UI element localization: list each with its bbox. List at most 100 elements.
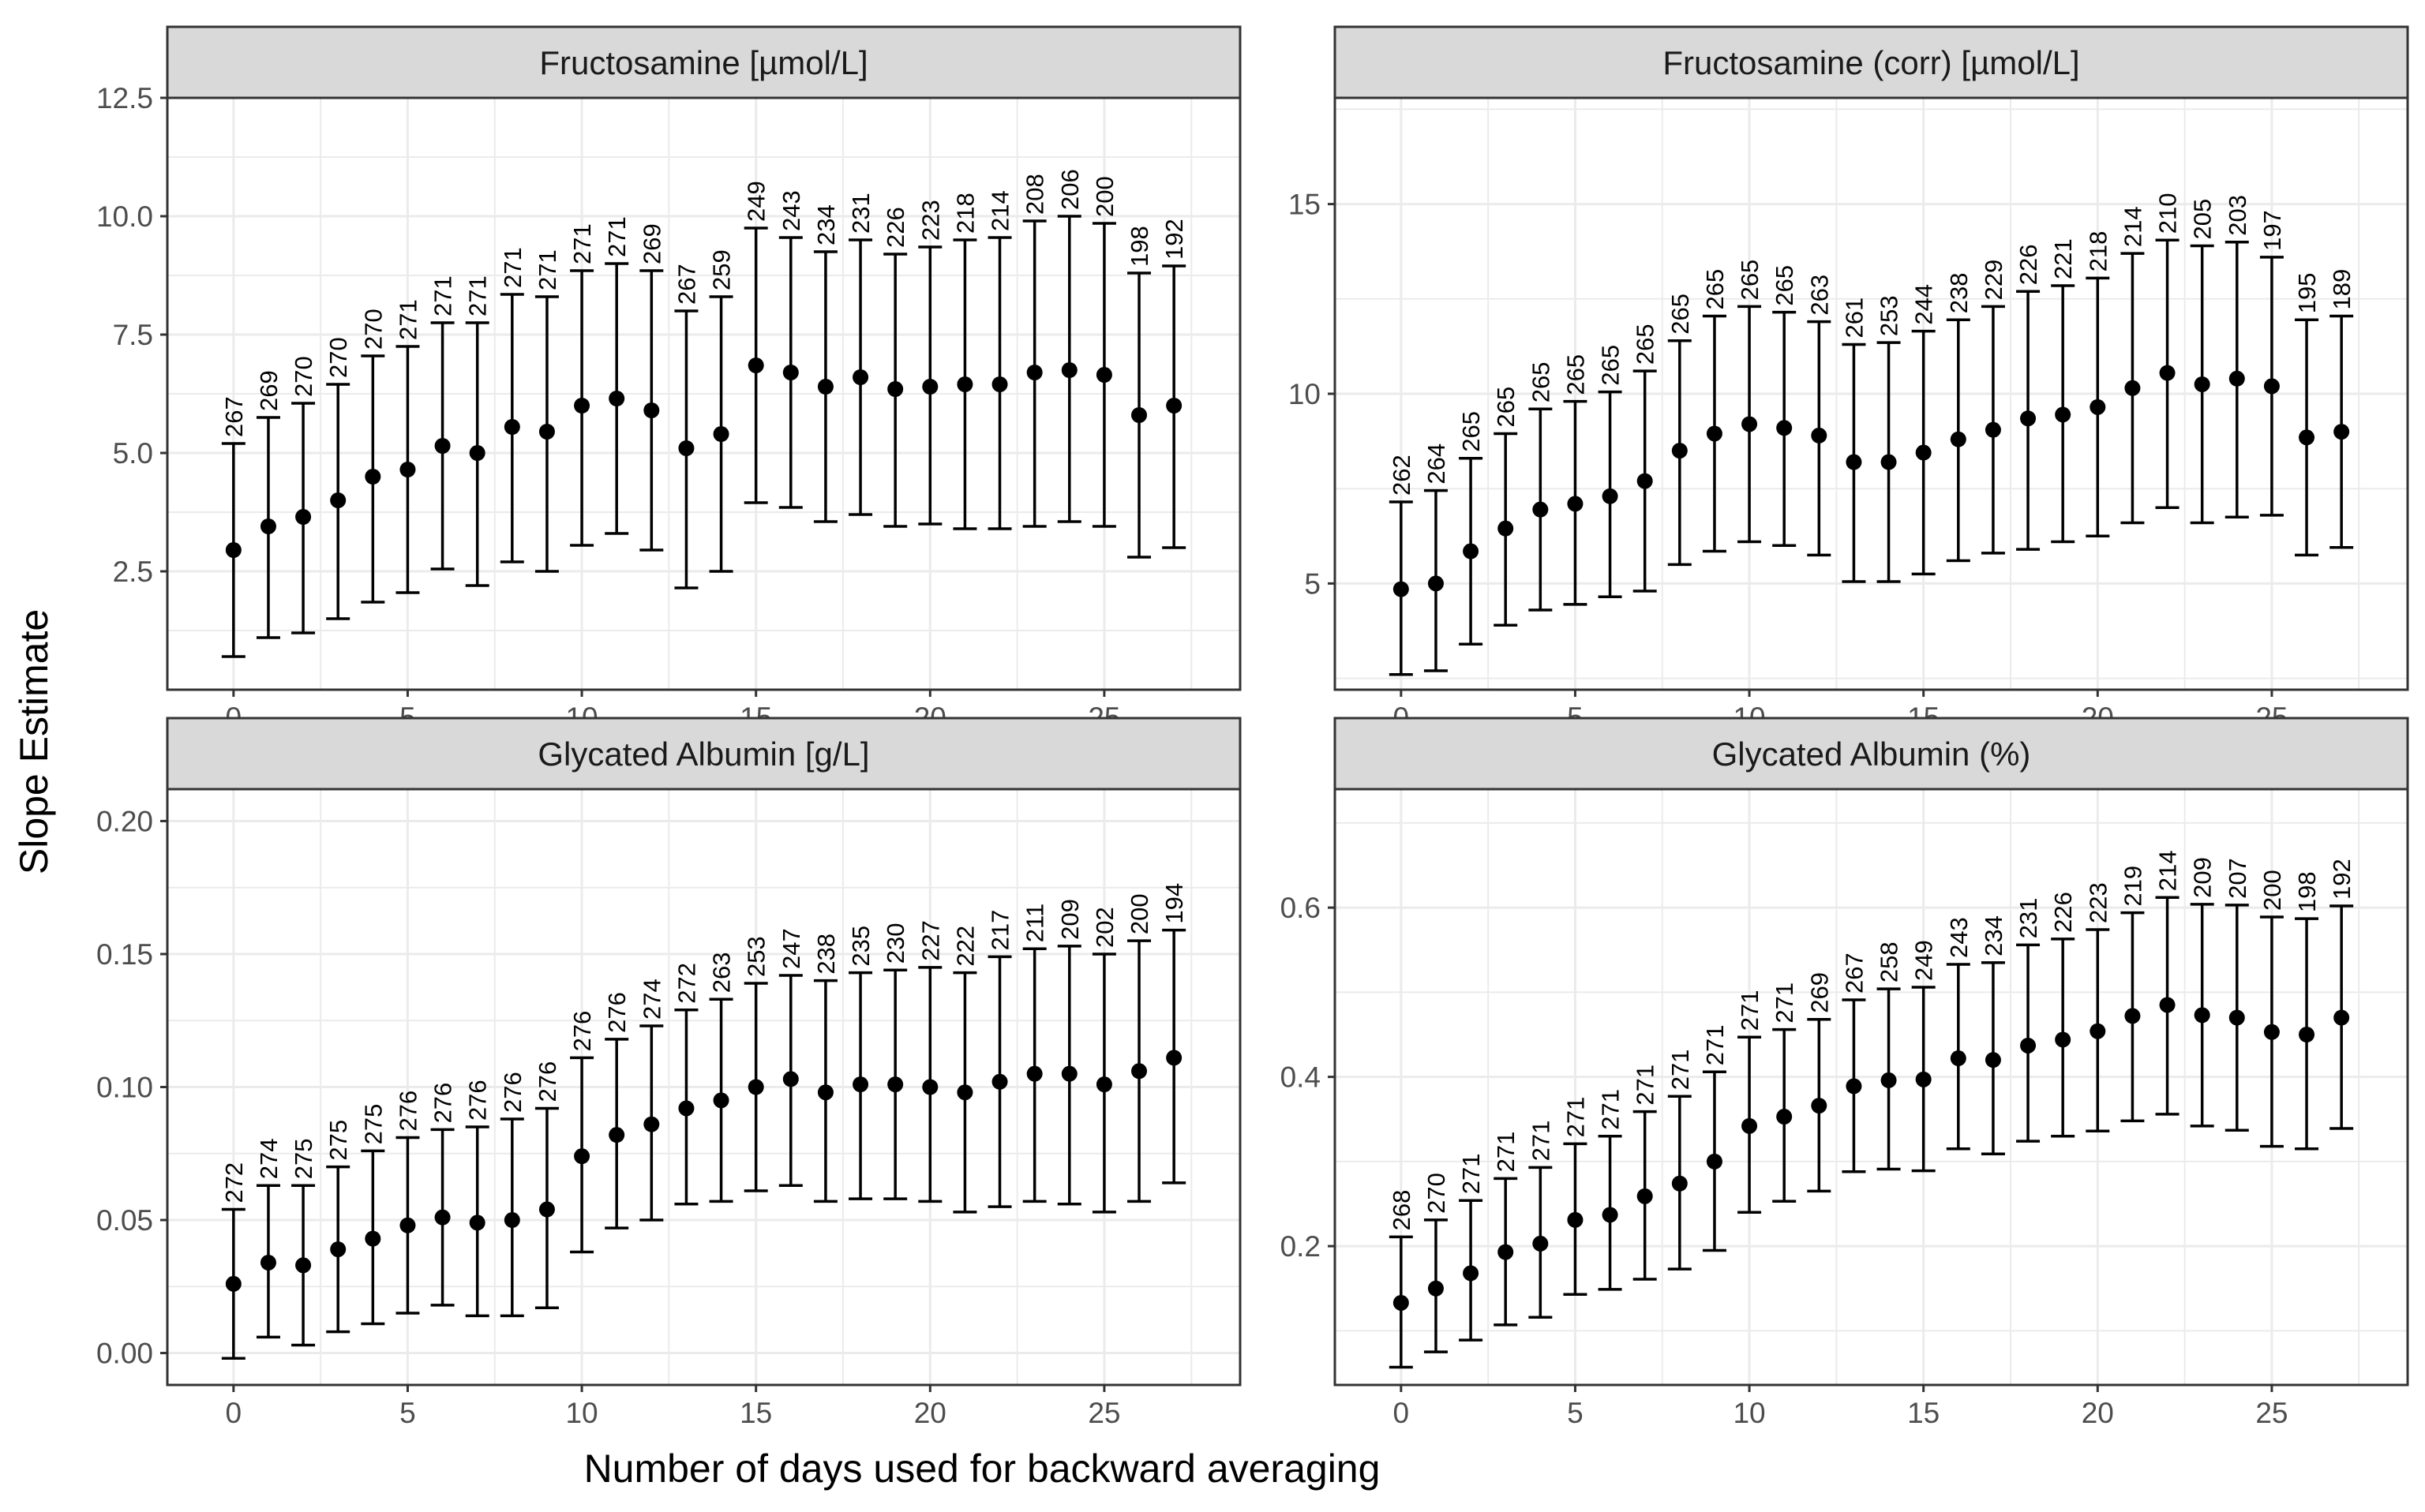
point-estimate bbox=[2090, 399, 2106, 415]
point-estimate bbox=[853, 369, 869, 385]
sample-size-label: 249 bbox=[1910, 940, 1938, 981]
sample-size-label: 198 bbox=[1126, 226, 1153, 267]
error-bar-fructosamine-day-12: 269 bbox=[638, 223, 665, 552]
sample-size-label: 261 bbox=[1840, 298, 1868, 339]
panel-border-fructosamine bbox=[166, 96, 1242, 691]
point-estimate bbox=[1985, 1052, 2001, 1069]
sample-size-label: 265 bbox=[1632, 324, 1659, 365]
error-bar-fructosamine-corr-day-20: 218 bbox=[2084, 231, 2112, 538]
point-estimate bbox=[1166, 398, 1183, 414]
error-bar-fructosamine-day-11: 271 bbox=[603, 216, 631, 535]
error-bar-fructosamine-corr-day-1: 264 bbox=[1422, 443, 1450, 672]
point-estimate bbox=[2090, 1023, 2106, 1039]
sample-size-label: 276 bbox=[464, 1080, 492, 1121]
sample-size-label: 197 bbox=[2258, 210, 2286, 251]
x-tick-label: 0 bbox=[226, 1397, 242, 1429]
error-bar-glycated-albumin-gl-day-4: 275 bbox=[359, 1104, 387, 1326]
error-bar-fructosamine-corr-day-13: 261 bbox=[1840, 298, 1868, 583]
point-estimate bbox=[1671, 1175, 1688, 1192]
strip-glycated-albumin-pct bbox=[1333, 717, 2409, 791]
error-bar-glycated-albumin-gl-day-26: 200 bbox=[1126, 893, 1153, 1203]
error-bar-fructosamine-corr-day-6: 265 bbox=[1597, 345, 1625, 598]
x-tick-label: 15 bbox=[1907, 1397, 1940, 1429]
sample-size-label: 203 bbox=[2224, 195, 2251, 236]
point-estimate bbox=[2124, 1008, 2141, 1024]
y-tick-label: 0.00 bbox=[96, 1338, 153, 1370]
point-estimate bbox=[2020, 1037, 2037, 1054]
error-bar-glycated-albumin-gl-day-17: 238 bbox=[812, 934, 840, 1203]
point-estimate bbox=[643, 402, 660, 418]
sample-size-label: 274 bbox=[255, 1138, 283, 1179]
point-estimate bbox=[225, 542, 242, 558]
error-bar-glycated-albumin-pct-day-22: 214 bbox=[2154, 851, 2182, 1116]
sample-size-label: 234 bbox=[1980, 915, 2007, 956]
sample-size-label: 269 bbox=[638, 223, 665, 264]
point-estimate bbox=[1096, 367, 1112, 383]
point-estimate bbox=[887, 1076, 904, 1093]
sample-size-label: 235 bbox=[847, 926, 875, 967]
sample-size-label: 202 bbox=[1091, 907, 1119, 948]
y-tick-label: 12.5 bbox=[96, 82, 153, 114]
error-bar-fructosamine-corr-day-3: 265 bbox=[1492, 387, 1520, 627]
point-estimate bbox=[748, 1079, 764, 1095]
sample-size-label: 192 bbox=[1160, 219, 1188, 260]
point-estimate bbox=[1427, 1280, 1444, 1297]
point-estimate bbox=[574, 398, 590, 414]
point-estimate bbox=[1811, 427, 1827, 443]
point-estimate bbox=[1950, 1050, 1966, 1067]
error-bar-fructosamine-day-3: 270 bbox=[324, 337, 352, 620]
point-estimate bbox=[1392, 1294, 1409, 1311]
x-tick-label: 10 bbox=[565, 1397, 598, 1429]
strip-glycated-albumin-gl bbox=[166, 717, 1242, 791]
error-bar-fructosamine-day-13: 267 bbox=[673, 264, 700, 589]
point-estimate bbox=[295, 509, 312, 525]
y-tick-label: 0.15 bbox=[96, 938, 153, 971]
point-estimate bbox=[678, 440, 695, 456]
x-axis-title: Number of days used for backward averagi… bbox=[584, 1447, 1381, 1491]
y-tick-label: 0.2 bbox=[1280, 1230, 1321, 1263]
sample-size-label: 243 bbox=[778, 190, 805, 231]
error-bar-glycated-albumin-gl-day-22: 217 bbox=[987, 910, 1014, 1208]
x-tick-label: 5 bbox=[1567, 1397, 1584, 1429]
sample-size-label: 195 bbox=[2293, 273, 2321, 314]
sample-size-label: 205 bbox=[2189, 199, 2217, 240]
strip-fructosamine bbox=[166, 25, 1242, 99]
x-tick-label: 10 bbox=[1733, 1397, 1765, 1429]
sample-size-label: 275 bbox=[290, 1138, 317, 1179]
error-bar-fructosamine-day-19: 226 bbox=[882, 207, 909, 528]
sample-size-label: 265 bbox=[1597, 345, 1625, 386]
point-estimate bbox=[1427, 575, 1444, 592]
point-estimate bbox=[538, 424, 555, 440]
y-tick-label: 0.05 bbox=[96, 1204, 153, 1237]
panel-fructosamine-corr: Fructosamine (corr) [µmol/L]262 264265265… bbox=[1288, 25, 2409, 734]
strip-title-fructosamine-corr: Fructosamine (corr) [µmol/L] bbox=[1662, 44, 2079, 81]
point-estimate bbox=[2124, 380, 2141, 396]
error-bar-fructosamine-day-27: 192 bbox=[1160, 219, 1188, 549]
point-estimate bbox=[1880, 454, 1897, 470]
error-bar-glycated-albumin-pct-day-23: 209 bbox=[2189, 857, 2217, 1128]
sample-size-label: 223 bbox=[2084, 882, 2112, 923]
point-estimate bbox=[853, 1076, 869, 1093]
error-bar-glycated-albumin-gl-day-20: 227 bbox=[916, 920, 944, 1203]
sample-size-label: 259 bbox=[708, 249, 736, 290]
error-bar-glycated-albumin-gl-day-19: 230 bbox=[882, 923, 909, 1200]
sample-size-label: 253 bbox=[743, 936, 770, 977]
sample-size-label: 243 bbox=[1945, 917, 1973, 958]
point-estimate bbox=[399, 462, 416, 477]
y-tick-label: 10.0 bbox=[96, 200, 153, 233]
sample-size-label: 275 bbox=[324, 1120, 352, 1161]
point-estimate bbox=[1880, 1072, 1897, 1088]
point-estimate bbox=[225, 1275, 242, 1292]
x-tick-label: 20 bbox=[2082, 1397, 2114, 1429]
sample-size-label: 231 bbox=[2015, 898, 2042, 939]
x-tick-label: 20 bbox=[914, 1397, 946, 1429]
sample-size-label: 276 bbox=[429, 1083, 457, 1124]
sample-size-label: 271 bbox=[1492, 1132, 1520, 1173]
error-bar-fructosamine-day-25: 200 bbox=[1091, 176, 1119, 528]
sample-size-label: 270 bbox=[290, 356, 317, 397]
error-bar-fructosamine-corr-day-18: 226 bbox=[2015, 244, 2042, 551]
point-estimate bbox=[2299, 1027, 2315, 1043]
point-estimate bbox=[1532, 501, 1549, 518]
sample-size-label: 265 bbox=[1561, 354, 1589, 395]
